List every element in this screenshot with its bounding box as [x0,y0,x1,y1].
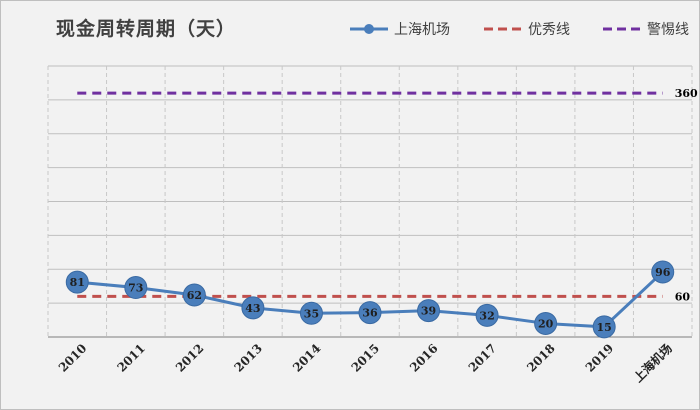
data-label: 15 [597,321,612,334]
x-tick-label: 2018 [524,341,558,375]
data-label: 36 [362,307,378,320]
data-points: 81 73 62 43 35 36 39 32 20 15 96 [65,260,675,339]
legend-label: 警惕线 [647,22,689,38]
x-tick-label: 2019 [583,341,617,375]
data-point [592,315,616,339]
data-point [358,301,382,325]
data-label: 62 [187,289,202,302]
data-label: 81 [70,276,85,289]
data-point [124,276,148,300]
reference-line-label: 60 [675,290,691,303]
data-point [417,299,441,323]
x-tick-label: 2014 [290,341,324,375]
data-point [299,301,323,325]
data-label: 20 [538,317,554,330]
data-label: 39 [421,305,436,318]
data-label: 96 [655,266,671,279]
legend: 上海机场 优秀线 警惕线 [350,22,689,38]
data-point [182,283,206,307]
data-label: 32 [479,309,494,322]
data-point [651,260,675,284]
x-axis-ticks: 2010 2011 2012 2013 2014 2015 2016 2017 2018 2019… [56,341,675,386]
data-label: 35 [304,307,319,320]
data-point [65,270,89,294]
data-label: 43 [245,302,260,315]
chart-title: 现金周转周期（天） [56,18,237,40]
x-tick-label: 2016 [407,341,441,375]
x-tick-label: 2010 [56,341,90,375]
x-tick-label: 上海机场 [630,341,675,386]
reference-line-label: 360 [675,87,698,100]
data-label: 73 [128,282,143,295]
data-point [475,303,499,327]
grid-lines [47,65,693,338]
x-tick-label: 2012 [173,341,207,375]
data-point [241,296,265,320]
legend-label: 上海机场 [394,22,450,38]
x-tick-label: 2011 [114,341,148,375]
reference-lines: 60 360 [77,87,698,303]
data-point [534,311,558,335]
x-tick-label: 2013 [232,341,266,375]
x-tick-label: 2015 [349,341,383,375]
legend-marker [364,24,374,34]
x-tick-label: 2017 [466,341,500,375]
legend-label: 优秀线 [528,22,570,38]
